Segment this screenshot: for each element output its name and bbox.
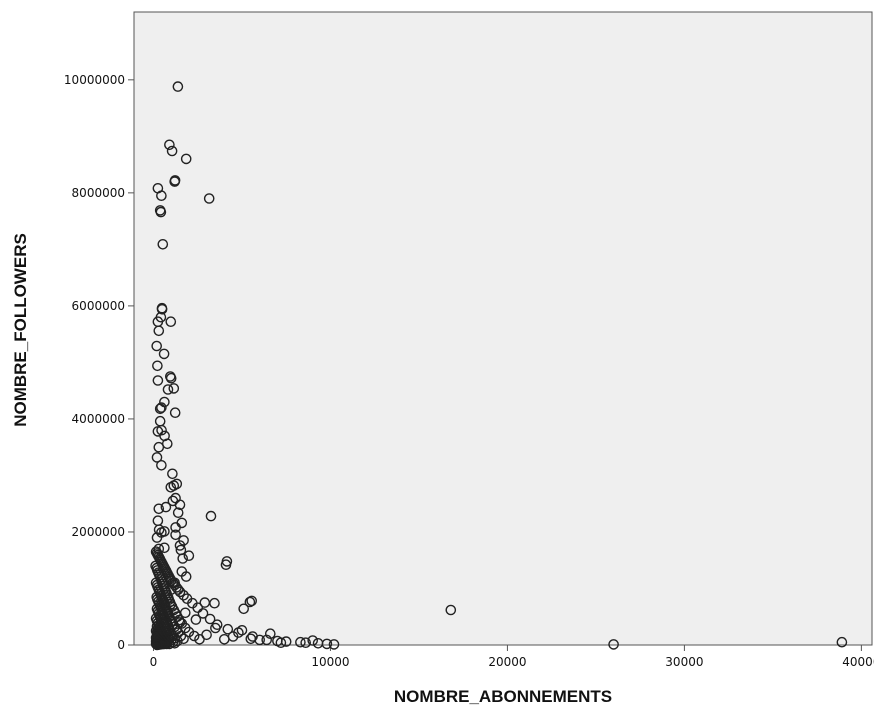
- data-point: [168, 383, 180, 394]
- data-point: [194, 634, 205, 645]
- data-point: [156, 190, 167, 201]
- data-point: [166, 145, 178, 157]
- data-point: [246, 595, 257, 607]
- data-point: [170, 522, 181, 533]
- data-point: [164, 139, 175, 151]
- data-point: [295, 636, 306, 648]
- data-point: [177, 553, 188, 564]
- data-point: [151, 452, 163, 463]
- data-point: [153, 441, 165, 453]
- plot-area: [133, 11, 873, 646]
- data-point: [445, 604, 457, 616]
- data-point: [238, 603, 249, 615]
- data-point: [222, 623, 234, 635]
- data-point: [158, 348, 170, 360]
- data-point: [156, 459, 167, 471]
- data-point: [247, 631, 258, 642]
- data-point: [169, 407, 181, 419]
- y-tick-label: 2000000: [72, 525, 125, 539]
- data-point: [264, 628, 276, 640]
- data-point: [153, 524, 165, 536]
- y-tick-label: 4000000: [72, 412, 125, 426]
- data-point: [233, 627, 244, 638]
- y-tick-label: 8000000: [72, 186, 125, 200]
- y-axis: 0 2000000 4000000 6000000 8000000 10000000: [64, 73, 134, 652]
- data-point: [154, 403, 166, 415]
- data-point: [204, 613, 216, 625]
- data-point: [151, 532, 163, 543]
- data-point: [836, 636, 848, 648]
- data-point: [172, 507, 184, 519]
- y-tick-label: 10000000: [64, 73, 125, 87]
- data-point: [183, 550, 195, 562]
- data-point: [261, 634, 273, 646]
- data-point: [300, 637, 312, 649]
- data-point: [328, 639, 340, 650]
- data-point: [157, 238, 169, 250]
- data-point: [174, 499, 186, 511]
- data-point: [165, 316, 177, 328]
- data-point: [280, 636, 292, 647]
- data-point: [244, 596, 256, 608]
- x-tick-label: 40000: [842, 655, 874, 669]
- data-point: [192, 602, 203, 614]
- data-point: [172, 584, 184, 595]
- data-point: [155, 206, 167, 218]
- data-point: [162, 384, 174, 395]
- data-point: [307, 635, 319, 646]
- data-point: [608, 639, 619, 650]
- data-point: [170, 529, 181, 541]
- data-point: [203, 193, 215, 204]
- data-point: [165, 372, 177, 384]
- data-point: [167, 468, 178, 480]
- data-point: [153, 503, 165, 515]
- data-point: [275, 637, 287, 649]
- x-tick-label: 30000: [665, 655, 703, 669]
- x-axis-title: NOMBRE_ABONNEMENTS: [394, 687, 612, 706]
- data-point: [151, 639, 163, 651]
- data-point: [245, 633, 257, 645]
- data-point: [178, 590, 189, 601]
- data-point: [153, 325, 165, 337]
- data-point: [152, 375, 164, 386]
- data-point: [165, 481, 177, 493]
- x-tick-label: 20000: [488, 655, 526, 669]
- data-point: [188, 630, 200, 642]
- data-point: [169, 175, 181, 186]
- data-point: [197, 608, 209, 619]
- data-point: [205, 510, 217, 522]
- data-point: [159, 542, 170, 554]
- data-point: [174, 586, 186, 598]
- x-tick-label: 10000: [311, 655, 349, 669]
- data-point: [152, 360, 163, 372]
- data-point: [151, 340, 162, 352]
- data-point: [220, 559, 232, 571]
- data-point: [160, 501, 172, 513]
- data-point: [321, 638, 333, 650]
- data-point: [218, 634, 230, 645]
- y-tick-label: 0: [117, 638, 125, 652]
- x-tick-label: 0: [150, 655, 158, 669]
- data-point: [190, 614, 202, 625]
- y-axis-title: NOMBRE_FOLLOWERS: [11, 233, 30, 427]
- y-tick-label: 6000000: [72, 299, 125, 313]
- data-point: [211, 619, 223, 631]
- x-axis: 0 10000 20000 30000 40000: [150, 645, 874, 669]
- data-point: [156, 402, 167, 413]
- data-point: [172, 81, 184, 92]
- data-point: [180, 153, 192, 165]
- data-point: [152, 426, 164, 437]
- data-point: [156, 303, 168, 315]
- data-point: [174, 540, 186, 551]
- data-point: [209, 597, 220, 609]
- data-points: [150, 81, 848, 651]
- data-point: [180, 571, 192, 582]
